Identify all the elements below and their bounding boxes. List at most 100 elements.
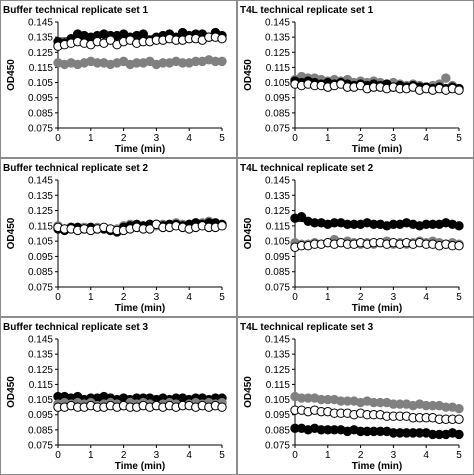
y-tick-label: 0.105 (265, 237, 290, 248)
y-tick-label: 0.085 (265, 425, 290, 436)
y-tick-label: 0.145 (265, 18, 290, 29)
y-axis-label: OD450 (243, 217, 254, 249)
chart-panel-2: T4L technical replicate set 1 0.075 0.085 0… (237, 0, 474, 158)
chart-panel-1: Buffer technical replicate set 1 0.075 0.0… (0, 0, 237, 158)
x-tick-label: 2 (358, 292, 364, 303)
x-tick-label: 1 (325, 133, 331, 144)
x-tick-label: 1 (88, 292, 94, 303)
y-tick-label: 0.105 (265, 78, 290, 89)
data-point (217, 402, 227, 412)
y-axis-label: OD450 (243, 59, 254, 91)
x-axis-label: Time (min) (115, 461, 165, 472)
chart-title: T4L technical replicate set 2 (240, 163, 374, 174)
y-tick-label: 0.115 (29, 63, 54, 74)
x-tick-label: 5 (219, 133, 225, 144)
x-tick-label: 2 (358, 450, 364, 461)
x-tick-label: 5 (219, 292, 225, 303)
x-tick-label: 1 (325, 450, 331, 461)
y-tick-label: 0.085 (265, 108, 290, 119)
x-tick-label: 1 (88, 450, 94, 461)
chart-title: Buffer technical replicate set 3 (3, 322, 148, 333)
x-tick-label: 2 (121, 450, 127, 461)
y-tick-label: 0.075 (265, 441, 290, 452)
x-tick-label: 4 (423, 292, 429, 303)
x-tick-label: 5 (456, 292, 462, 303)
x-tick-label: 4 (423, 450, 429, 461)
y-tick-label: 0.085 (28, 267, 53, 278)
x-tick-label: 0 (292, 450, 298, 461)
x-tick-label: 0 (55, 450, 61, 461)
y-tick-label: 0.115 (266, 380, 291, 391)
y-tick-label: 0.105 (265, 395, 290, 406)
x-tick-label: 0 (55, 133, 61, 144)
chart-title: Buffer technical replicate set 1 (3, 5, 148, 16)
x-tick-label: 0 (55, 292, 61, 303)
y-axis-label: OD450 (243, 376, 254, 408)
data-point (217, 56, 227, 67)
x-tick-label: 3 (154, 292, 160, 303)
data-point (454, 221, 464, 231)
x-axis-label: Time (min) (352, 144, 402, 155)
y-tick-label: 0.135 (265, 33, 290, 44)
panel-border (0, 158, 237, 317)
y-tick-label: 0.145 (265, 176, 290, 187)
y-tick-label: 0.125 (265, 206, 290, 217)
y-tick-label: 0.135 (28, 33, 53, 44)
y-tick-label: 0.105 (28, 395, 53, 406)
data-point (454, 429, 464, 440)
y-axis-label: OD450 (6, 59, 17, 91)
data-point (296, 211, 307, 222)
x-tick-label: 0 (292, 133, 298, 144)
data-point (441, 73, 451, 83)
x-tick-label: 3 (154, 133, 160, 144)
y-tick-label: 0.135 (28, 191, 53, 202)
x-tick-label: 3 (391, 450, 397, 461)
y-tick-label: 0.125 (265, 48, 290, 59)
chart-title: Buffer technical replicate set 2 (3, 163, 148, 174)
x-tick-label: 5 (456, 450, 462, 461)
x-tick-label: 4 (186, 450, 192, 461)
x-axis-label: Time (min) (115, 144, 165, 155)
y-tick-label: 0.125 (265, 365, 290, 376)
y-tick-label: 0.095 (28, 252, 53, 263)
y-tick-label: 0.115 (29, 380, 54, 391)
y-tick-label: 0.105 (28, 78, 53, 89)
data-point (454, 85, 464, 95)
x-tick-label: 5 (456, 133, 462, 144)
y-tick-label: 0.075 (28, 441, 53, 452)
x-tick-label: 2 (358, 133, 364, 144)
data-point (454, 241, 464, 251)
data-point (217, 221, 227, 231)
chart-panel-6: T4L technical replicate set 3 0.075 0.085 0… (237, 317, 474, 475)
y-tick-label: 0.115 (266, 63, 291, 74)
x-tick-label: 3 (154, 450, 160, 461)
x-tick-label: 0 (292, 292, 298, 303)
chart-panel-4: T4L technical replicate set 2 0.075 0.085 0… (237, 158, 474, 317)
panel-border (0, 0, 237, 158)
y-tick-label: 0.085 (28, 108, 53, 119)
y-tick-label: 0.105 (28, 237, 53, 248)
y-tick-label: 0.135 (265, 350, 290, 361)
x-tick-label: 4 (186, 133, 192, 144)
x-tick-label: 3 (391, 133, 397, 144)
chart-title: T4L technical replicate set 3 (240, 322, 374, 333)
data-point (454, 403, 464, 414)
y-tick-label: 0.125 (28, 206, 53, 217)
y-tick-label: 0.145 (28, 18, 53, 29)
x-tick-label: 4 (186, 292, 192, 303)
chart-panel-3: Buffer technical replicate set 2 0.075 0.0… (0, 158, 237, 317)
y-tick-label: 0.095 (28, 93, 53, 104)
y-tick-label: 0.135 (28, 350, 53, 361)
y-tick-label: 0.085 (265, 267, 290, 278)
y-tick-label: 0.145 (28, 176, 53, 187)
x-axis-label: Time (min) (115, 303, 165, 314)
chart-title: T4L technical replicate set 1 (240, 5, 374, 16)
y-tick-label: 0.075 (28, 283, 53, 294)
x-tick-label: 3 (391, 292, 397, 303)
chart-panel-5: Buffer technical replicate set 3 0.075 0.0… (0, 317, 237, 475)
y-tick-label: 0.145 (265, 335, 290, 346)
y-tick-label: 0.075 (265, 124, 290, 135)
y-tick-label: 0.095 (265, 410, 290, 421)
